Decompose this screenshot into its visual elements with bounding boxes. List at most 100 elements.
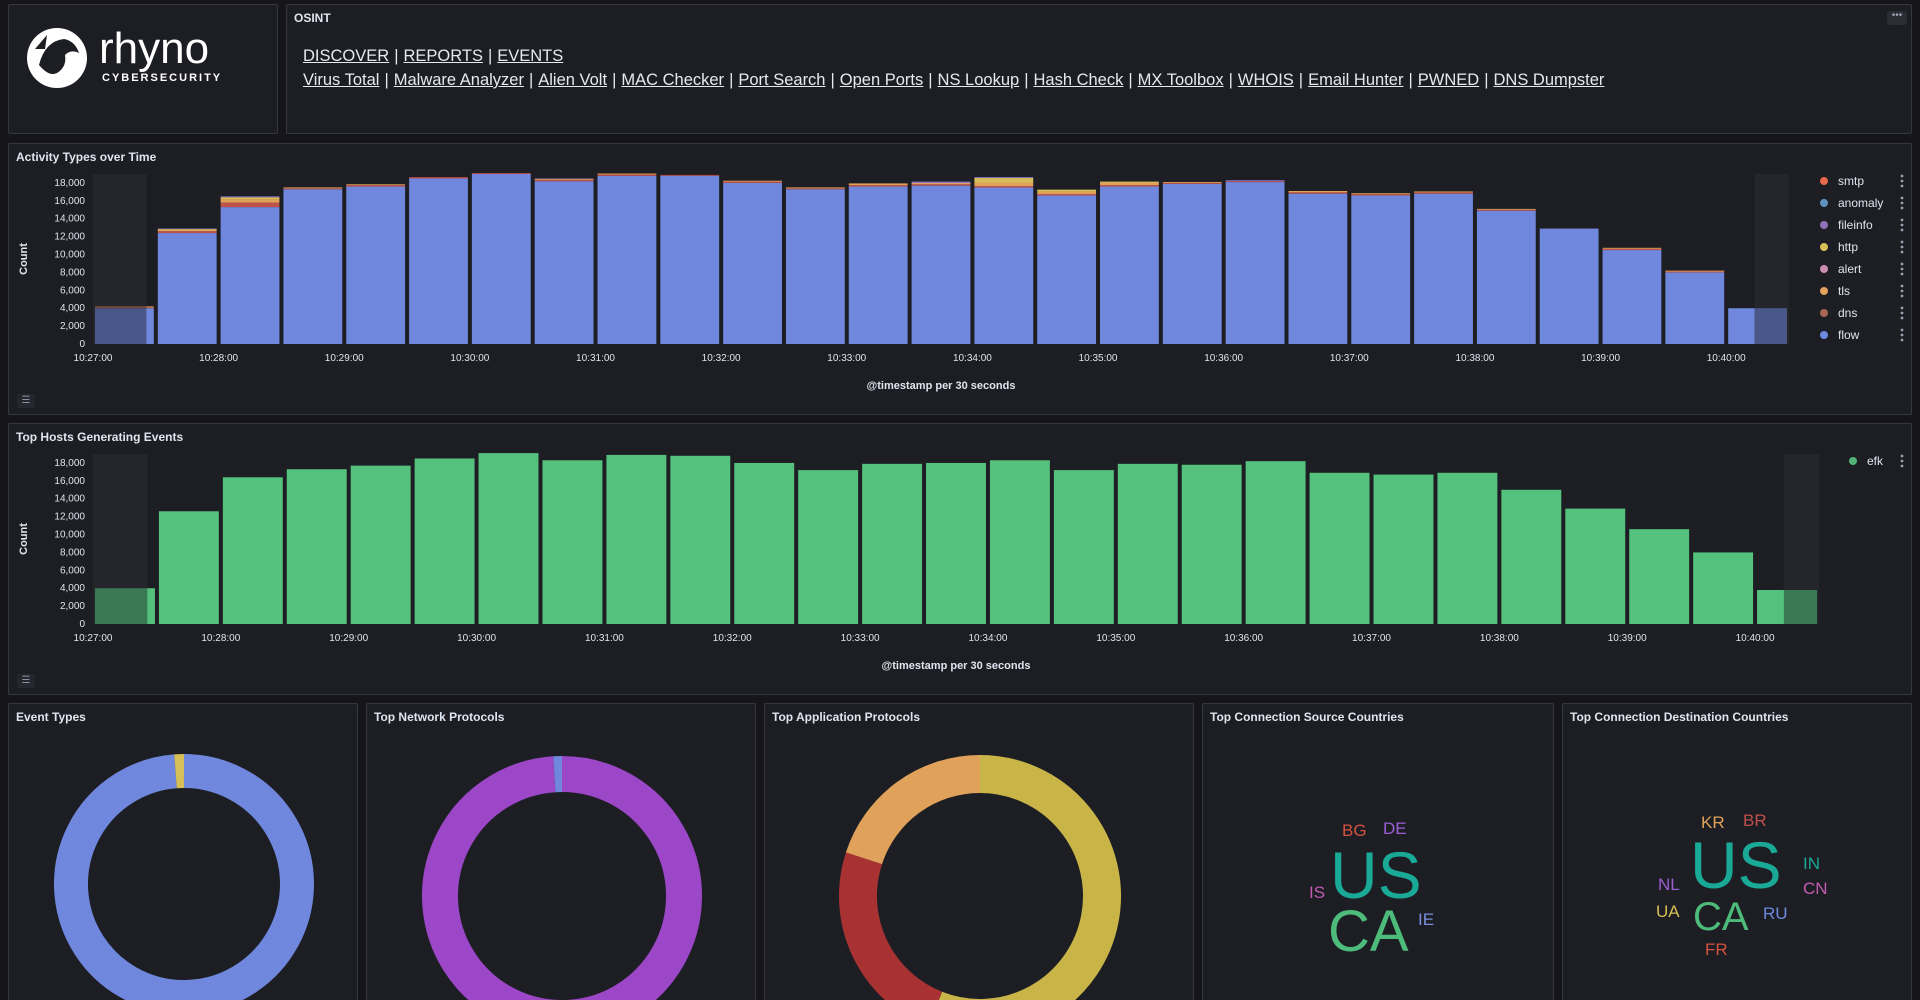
bar-smtp[interactable] (534, 179, 594, 182)
legend-item-tls[interactable]: tls (1838, 284, 1850, 298)
bar-efk[interactable] (606, 454, 667, 624)
bar-smtp[interactable] (597, 174, 657, 176)
legend-menu-icon[interactable] (1900, 218, 1904, 222)
country-word[interactable]: FR (1705, 940, 1728, 959)
bar-flow[interactable] (1162, 183, 1222, 344)
bar-smtp[interactable] (1037, 194, 1097, 196)
bar-efk[interactable] (1245, 461, 1306, 624)
legend-menu-icon[interactable] (1900, 201, 1904, 205)
bar-efk[interactable] (222, 477, 283, 624)
donut-slice-http[interactable] (845, 755, 981, 865)
bar-efk[interactable] (1757, 590, 1817, 624)
bar-http[interactable] (1037, 189, 1097, 192)
bar-tls[interactable] (220, 199, 280, 203)
bar-tls[interactable] (1351, 193, 1411, 195)
legend-menu-icon[interactable] (1900, 464, 1904, 468)
bar-efk[interactable] (95, 588, 155, 624)
legend-item-efk[interactable]: efk (1867, 454, 1884, 468)
country-word[interactable]: NL (1658, 875, 1680, 894)
country-word[interactable]: RU (1763, 904, 1788, 923)
link-email-hunter[interactable]: Email Hunter (1308, 71, 1404, 89)
legend-menu-icon[interactable] (1900, 250, 1904, 254)
bar-flow[interactable] (95, 308, 154, 344)
link-virus-total[interactable]: Virus Total (303, 71, 380, 89)
bar-smtp[interactable] (1602, 248, 1662, 251)
bar-efk[interactable] (1501, 489, 1562, 624)
bar-flow[interactable] (597, 175, 657, 344)
country-word[interactable]: CA (1693, 895, 1749, 939)
country-word[interactable]: IS (1309, 883, 1326, 902)
legend-menu-icon[interactable] (1900, 179, 1904, 183)
bar-smtp[interactable] (1414, 192, 1473, 194)
bar-smtp[interactable] (785, 188, 845, 190)
legend-menu-icon[interactable] (1900, 311, 1904, 315)
legend-menu-icon[interactable] (1900, 316, 1904, 320)
bar-efk[interactable] (862, 463, 923, 624)
link-hash-check[interactable]: Hash Check (1033, 71, 1124, 89)
bar-efk[interactable] (478, 453, 539, 624)
bar-tls[interactable] (1665, 270, 1725, 272)
bar-efk[interactable] (798, 470, 859, 624)
bar-efk[interactable] (734, 462, 795, 624)
bar-tls[interactable] (1414, 191, 1473, 193)
bar-anomaly[interactable] (157, 228, 217, 230)
link-whois[interactable]: WHOIS (1237, 71, 1294, 89)
bar-tls[interactable] (283, 187, 343, 189)
bar-efk[interactable] (1693, 552, 1754, 624)
bar-flow[interactable] (1351, 195, 1411, 344)
bar-tls[interactable] (974, 182, 1034, 187)
donut-slice-tcp[interactable] (422, 756, 702, 1000)
bar-smtp[interactable] (1476, 209, 1536, 211)
legend-toggle-icon[interactable]: ☰ (17, 674, 35, 688)
link-mac-checker[interactable]: MAC Checker (621, 71, 725, 89)
bar-flow[interactable] (1100, 186, 1159, 344)
legend-menu-icon[interactable] (1900, 174, 1904, 178)
bar-flow[interactable] (1602, 250, 1662, 344)
bar-tls[interactable] (1100, 182, 1159, 186)
bar-flow[interactable] (1288, 193, 1348, 344)
bar-smtp[interactable] (157, 231, 217, 234)
bar-tls[interactable] (911, 182, 971, 185)
legend-menu-icon[interactable] (1900, 454, 1904, 458)
legend-item-alert[interactable]: alert (1838, 262, 1862, 276)
bar-flow[interactable] (471, 174, 531, 344)
bar-efk[interactable] (1309, 472, 1370, 624)
bar-smtp[interactable] (974, 186, 1034, 188)
bar-smtp[interactable] (409, 177, 468, 179)
bar-flow[interactable] (723, 182, 782, 344)
legend-menu-icon[interactable] (1900, 294, 1904, 298)
link-events[interactable]: EVENTS (497, 47, 564, 65)
bar-smtp[interactable] (346, 185, 406, 187)
country-word[interactable]: IE (1418, 910, 1435, 929)
bar-flow[interactable] (1414, 193, 1473, 344)
bar-tls[interactable] (1037, 191, 1097, 195)
bar-efk[interactable] (286, 469, 347, 624)
legend-menu-icon[interactable] (1900, 228, 1904, 232)
bar-flow[interactable] (1037, 195, 1097, 344)
bar-smtp[interactable] (1351, 194, 1411, 196)
legend-menu-icon[interactable] (1900, 267, 1904, 271)
legend-item-dns[interactable]: dns (1838, 306, 1857, 320)
bar-flow[interactable] (534, 181, 594, 344)
legend-item-anomaly[interactable]: anomaly (1838, 196, 1883, 210)
legend-item-fileinfo[interactable]: fileinfo (1838, 218, 1873, 232)
donut-slice-flow[interactable] (54, 754, 314, 1000)
bar-smtp[interactable] (471, 173, 531, 174)
link-ns-lookup[interactable]: NS Lookup (937, 71, 1020, 89)
country-word[interactable]: BR (1743, 811, 1767, 830)
bar-efk[interactable] (989, 460, 1050, 624)
bar-http[interactable] (157, 229, 217, 230)
link-pwned[interactable]: PWNED (1417, 71, 1480, 89)
bar-efk[interactable] (1565, 508, 1626, 624)
bar-efk[interactable] (1629, 529, 1690, 624)
bar-anomaly[interactable] (220, 196, 280, 198)
link-discover[interactable]: DISCOVER (303, 47, 390, 65)
bar-efk[interactable] (1181, 464, 1242, 624)
legend-menu-icon[interactable] (1900, 338, 1904, 342)
bar-flow[interactable] (785, 189, 845, 344)
bar-efk[interactable] (542, 460, 603, 624)
legend-menu-icon[interactable] (1900, 284, 1904, 288)
bar-anomaly[interactable] (974, 177, 1034, 179)
bar-http[interactable] (220, 197, 280, 200)
link-reports[interactable]: REPORTS (403, 47, 483, 65)
